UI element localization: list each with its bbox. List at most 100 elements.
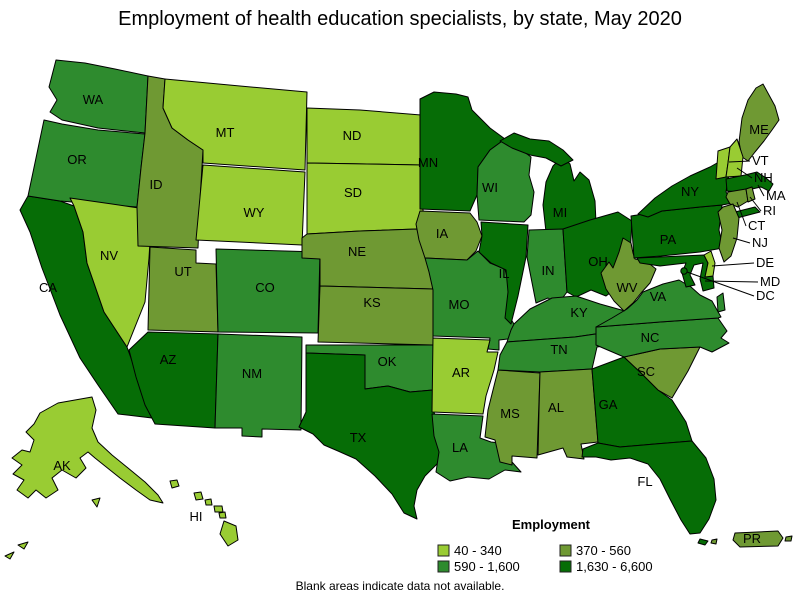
state-label-ga: GA (599, 397, 618, 412)
state-label-al: AL (548, 400, 564, 415)
state-label-de: DE (756, 255, 774, 270)
callouts-layer: VT NH MA RI CT NJ DE MD DC (686, 153, 786, 303)
state-label-va: VA (650, 289, 667, 304)
state-label-ar: AR (452, 365, 470, 380)
state-label-fl: FL (637, 474, 652, 489)
state-label-ma: MA (766, 188, 786, 203)
state-label-tn: TN (550, 342, 567, 357)
state-label-pa: PA (660, 232, 677, 247)
state-label-dc: DC (756, 288, 775, 303)
state-de[interactable] (703, 250, 716, 278)
state-nm[interactable] (214, 333, 303, 438)
state-label-nc: NC (641, 330, 660, 345)
legend-label-590-1600: 590 - 1,600 (454, 559, 520, 574)
state-label-wy: WY (244, 205, 265, 220)
state-label-nj: NJ (752, 235, 768, 250)
legend-label-40-340: 40 - 340 (454, 543, 502, 558)
state-label-ky: KY (570, 305, 588, 320)
state-label-me: ME (749, 122, 769, 137)
state-labels-layer: WA OR CA NV ID MT WY UT CO AZ NM ND SD N… (39, 92, 769, 546)
state-label-ia: IA (436, 226, 449, 241)
callout-line-nh (736, 167, 753, 179)
state-label-vt: VT (752, 153, 769, 168)
state-label-mn: MN (418, 155, 438, 170)
states-layer (4, 59, 793, 560)
state-nd[interactable] (306, 107, 423, 166)
legend-title: Employment (512, 517, 591, 532)
legend-label-370-560: 370 - 560 (576, 543, 631, 558)
state-label-mi: MI (553, 205, 567, 220)
state-label-ct: CT (748, 218, 765, 233)
state-az[interactable] (128, 331, 219, 429)
state-label-tx: TX (350, 430, 367, 445)
footer-note: Blank areas indicate data not available. (296, 579, 505, 593)
state-sd[interactable] (306, 162, 427, 235)
state-label-pr: PR (743, 531, 761, 546)
state-fl[interactable] (581, 440, 717, 546)
state-label-ak: AK (53, 458, 71, 473)
callout-line-nj (732, 237, 751, 244)
map-title: Employment of health education specialis… (118, 8, 682, 30)
state-label-mo: MO (449, 297, 470, 312)
state-label-sc: SC (637, 364, 655, 379)
state-ak[interactable] (4, 396, 164, 560)
legend-swatch-590-1600 (437, 560, 450, 573)
state-label-wa: WA (83, 92, 104, 107)
legend-swatch-370-560 (559, 544, 572, 557)
callout-line-ct (736, 201, 747, 227)
legend-label-1630-6600: 1,630 - 6,600 (576, 559, 653, 574)
state-label-la: LA (452, 440, 468, 455)
state-label-in: IN (542, 263, 555, 278)
state-label-id: ID (150, 177, 163, 192)
callout-line-de (711, 262, 755, 267)
state-label-sd: SD (344, 185, 362, 200)
state-pr[interactable] (710, 530, 793, 548)
state-mt[interactable] (162, 78, 308, 171)
callout-line-dc (686, 271, 755, 297)
legend: Employment 40 - 340 370 - 560 590 - 1,60… (437, 517, 653, 574)
state-label-ne: NE (348, 244, 366, 259)
state-me[interactable] (738, 83, 780, 162)
state-ms[interactable] (484, 369, 541, 466)
state-ut[interactable] (147, 246, 219, 333)
state-wa[interactable] (48, 59, 149, 134)
state-dc[interactable] (680, 267, 688, 275)
state-nj[interactable] (717, 203, 740, 263)
state-ar[interactable] (431, 337, 499, 415)
state-label-ri: RI (763, 203, 776, 218)
state-label-or: OR (67, 152, 87, 167)
callout-line-ri (749, 196, 762, 212)
state-label-nh: NH (754, 170, 773, 185)
state-label-wi: WI (482, 180, 498, 195)
state-label-hi: HI (190, 509, 203, 524)
state-label-mt: MT (216, 125, 235, 140)
callout-line-ma (757, 184, 765, 197)
state-label-ut: UT (174, 264, 191, 279)
state-label-ms: MS (500, 406, 520, 421)
state-ny[interactable] (637, 158, 761, 219)
state-label-nv: NV (100, 248, 118, 263)
legend-swatch-40-340 (437, 544, 450, 557)
state-label-ny: NY (681, 184, 699, 199)
state-il[interactable] (478, 221, 529, 325)
state-label-md: MD (760, 274, 780, 289)
state-label-az: AZ (160, 352, 177, 367)
state-label-ok: OK (378, 354, 397, 369)
state-ct[interactable] (725, 188, 749, 208)
state-ri[interactable] (745, 186, 756, 203)
state-label-il: IL (499, 266, 510, 281)
legend-swatch-1630-6600 (559, 560, 572, 573)
state-label-co: CO (255, 280, 275, 295)
state-al[interactable] (537, 368, 599, 460)
state-label-nd: ND (343, 128, 362, 143)
state-tx[interactable] (298, 352, 449, 520)
state-ne[interactable] (301, 228, 434, 290)
state-hi[interactable] (169, 479, 239, 547)
state-label-nm: NM (242, 366, 262, 381)
state-la[interactable] (431, 413, 522, 482)
state-label-wv: WV (617, 280, 638, 295)
state-label-oh: OH (588, 254, 608, 269)
state-ia[interactable] (415, 210, 483, 261)
state-label-ca: CA (39, 280, 57, 295)
